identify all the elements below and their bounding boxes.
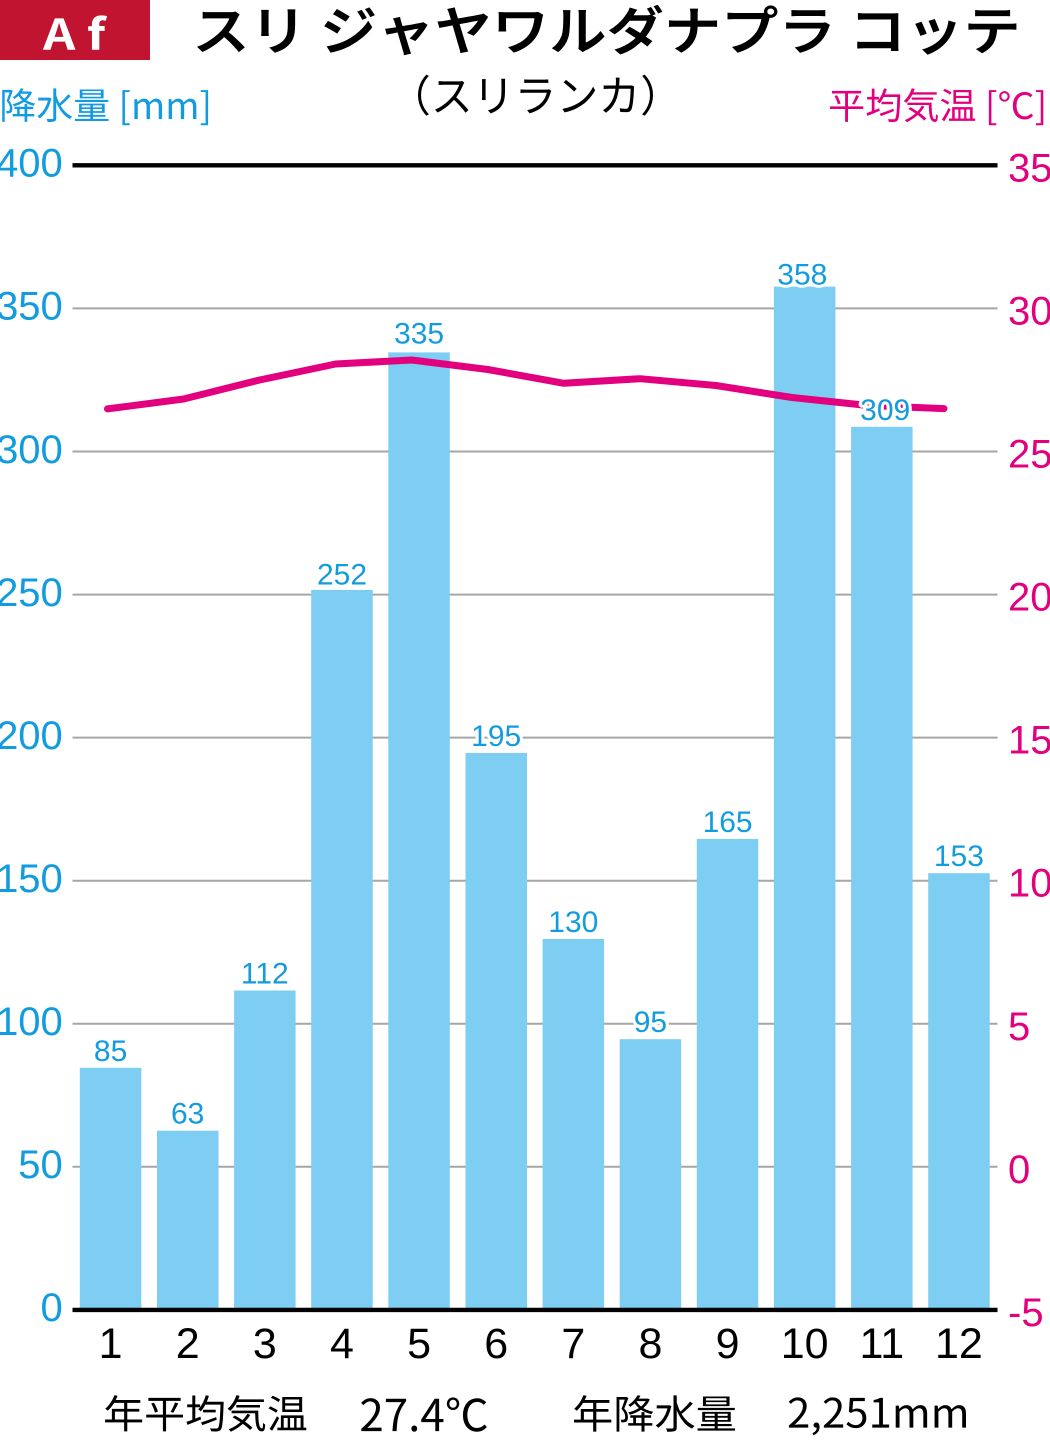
svg-text:95: 95 — [634, 1006, 667, 1039]
svg-text:309: 309 — [860, 394, 910, 427]
svg-text:4: 4 — [330, 1320, 354, 1368]
svg-text:7: 7 — [561, 1320, 585, 1368]
svg-text:2: 2 — [176, 1320, 200, 1368]
svg-text:100: 100 — [0, 1000, 63, 1044]
svg-text:10: 10 — [1008, 862, 1050, 906]
svg-text:200: 200 — [0, 714, 63, 758]
svg-text:12: 12 — [935, 1320, 983, 1368]
svg-text:30: 30 — [1008, 289, 1050, 333]
svg-text:358: 358 — [777, 259, 827, 292]
svg-text:11: 11 — [859, 1320, 904, 1368]
svg-text:20: 20 — [1008, 576, 1050, 620]
svg-text:85: 85 — [94, 1035, 127, 1068]
svg-text:350: 350 — [0, 285, 63, 329]
svg-text:195: 195 — [471, 720, 521, 753]
svg-text:-5: -5 — [1008, 1291, 1044, 1335]
svg-text:150: 150 — [0, 857, 63, 901]
svg-text:6: 6 — [484, 1320, 508, 1368]
svg-text:9: 9 — [716, 1320, 740, 1368]
svg-text:300: 300 — [0, 428, 63, 472]
svg-text:165: 165 — [703, 806, 753, 839]
svg-text:25: 25 — [1008, 433, 1050, 477]
svg-text:112: 112 — [241, 958, 289, 991]
svg-text:35: 35 — [1008, 146, 1050, 190]
svg-text:250: 250 — [0, 571, 63, 615]
svg-text:63: 63 — [171, 1098, 204, 1131]
svg-text:5: 5 — [1008, 1005, 1030, 1049]
svg-text:3: 3 — [253, 1320, 277, 1368]
svg-text:0: 0 — [1008, 1148, 1030, 1192]
svg-text:8: 8 — [638, 1320, 662, 1368]
svg-text:15: 15 — [1008, 719, 1050, 763]
svg-text:5: 5 — [407, 1320, 431, 1368]
svg-text:50: 50 — [18, 1143, 63, 1187]
svg-text:1: 1 — [99, 1320, 123, 1368]
svg-text:153: 153 — [934, 840, 984, 873]
svg-text:10: 10 — [781, 1320, 829, 1368]
svg-text:130: 130 — [548, 906, 598, 939]
svg-text:400: 400 — [0, 142, 63, 186]
svg-text:335: 335 — [394, 317, 444, 350]
svg-text:0: 0 — [41, 1286, 63, 1330]
svg-text:252: 252 — [317, 559, 367, 592]
